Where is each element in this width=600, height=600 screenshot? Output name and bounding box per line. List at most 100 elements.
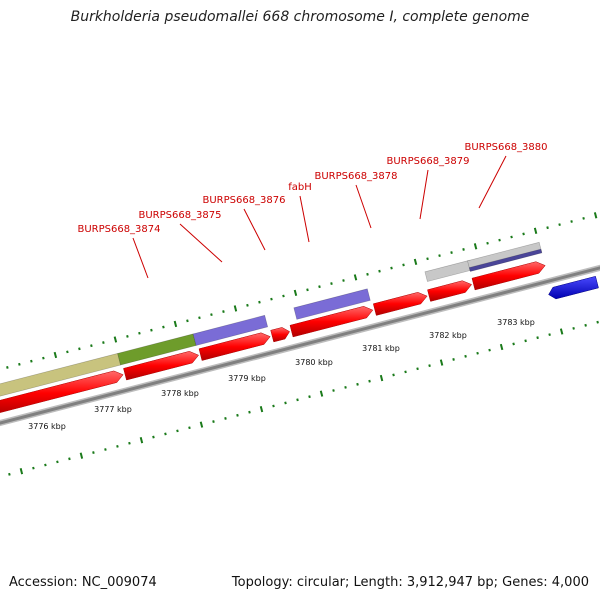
tick-lower-26 [319, 390, 324, 397]
tick-upper-3 [18, 362, 21, 366]
tick-upper-39 [450, 251, 453, 254]
tick-lower-36 [439, 359, 444, 366]
tick-lower-40 [488, 348, 491, 352]
tick-upper-33 [378, 269, 381, 273]
accession-label: Accession: NC_009074 [9, 575, 157, 590]
gene-label: BURPS668_3880 [464, 142, 547, 153]
gene-label: fabH [288, 182, 312, 193]
tick-lower-17 [212, 420, 215, 423]
tick-upper-10 [102, 341, 105, 344]
cds-arrow-5 [289, 306, 374, 338]
tick-marks [6, 212, 599, 476]
gene-label: BURPS668_3874 [77, 224, 160, 235]
tick-upper-30 [342, 279, 345, 282]
tick-lower-43 [524, 339, 527, 343]
tick-upper-21 [233, 305, 238, 312]
tick-upper-11 [113, 336, 118, 343]
tick-lower-48 [584, 323, 587, 327]
tick-lower-0 [8, 472, 11, 476]
feature-navy [468, 248, 543, 272]
tick-upper-47 [546, 226, 549, 230]
tick-lower-42 [512, 342, 515, 346]
tick-upper-38 [438, 254, 441, 258]
tick-lower-11 [139, 437, 144, 444]
tick-upper-49 [570, 220, 573, 223]
cds-arrows [0, 261, 599, 413]
tick-upper-42 [486, 241, 489, 245]
tick-lower-29 [356, 382, 359, 386]
tick-upper-36 [413, 258, 418, 266]
tick-upper-14 [150, 328, 153, 332]
tick-lower-28 [344, 385, 347, 389]
tick-upper-12 [126, 334, 129, 338]
tick-lower-2 [32, 466, 35, 470]
tick-lower-13 [164, 432, 167, 436]
gene-label: BURPS668_3879 [386, 156, 469, 167]
cds-arrow-8 [471, 261, 546, 291]
cds-arrow-3 [198, 332, 271, 361]
scale-label: 3783 kbp [497, 318, 535, 327]
tick-upper-46 [533, 227, 538, 234]
tick-upper-37 [426, 257, 429, 261]
leader-line-4 [299, 195, 310, 243]
tick-upper-19 [210, 313, 213, 317]
cds-reverse-arrow [548, 275, 599, 300]
scale-label: 3778 kbp [161, 389, 199, 398]
feature-purple-2 [293, 288, 371, 320]
gene-label: BURPS668_3876 [202, 195, 285, 206]
tick-lower-38 [464, 354, 467, 358]
tick-lower-23 [284, 401, 287, 405]
tick-lower-34 [416, 367, 419, 371]
tick-upper-44 [510, 235, 513, 239]
tick-upper-6 [53, 351, 58, 359]
leader-line-6 [419, 169, 429, 220]
tick-upper-2 [6, 366, 9, 369]
tick-upper-28 [318, 285, 321, 289]
tick-lower-1 [19, 468, 24, 475]
tick-upper-45 [522, 232, 525, 236]
tick-upper-31 [353, 274, 358, 281]
tick-lower-44 [536, 336, 539, 340]
cds-arrow-4 [270, 327, 290, 343]
tick-lower-25 [308, 395, 311, 399]
tick-upper-18 [198, 316, 201, 320]
tick-upper-35 [402, 263, 405, 267]
tick-lower-18 [224, 417, 227, 420]
tick-upper-22 [246, 303, 249, 307]
leader-line-3 [243, 208, 266, 251]
tick-upper-34 [390, 266, 393, 270]
scale-label: 3782 kbp [429, 331, 467, 340]
cds-arrow-7 [427, 280, 473, 302]
genome-summary: Topology: circular; Length: 3,912,947 bp… [231, 575, 589, 590]
tick-upper-15 [162, 325, 165, 329]
scale-label: 3777 kbp [94, 405, 132, 414]
tick-lower-22 [272, 404, 275, 408]
tick-lower-32 [392, 373, 395, 377]
backbone [0, 264, 600, 427]
tick-upper-40 [462, 248, 465, 251]
tick-upper-7 [66, 350, 69, 354]
tick-upper-50 [582, 216, 585, 220]
gene-label: BURPS668_3875 [138, 210, 221, 221]
leader-line-2 [179, 223, 223, 263]
tick-lower-8 [104, 448, 107, 451]
tick-upper-13 [138, 331, 141, 335]
tick-upper-29 [330, 282, 333, 286]
tick-lower-20 [248, 410, 251, 414]
tick-upper-26 [293, 289, 298, 297]
scale-labels: 3776 kbp 3777 kbp 3778 kbp 3779 kbp 3780 kbp… [28, 318, 535, 431]
tick-lower-4 [56, 460, 59, 464]
tick-lower-14 [176, 429, 179, 433]
scale-label: 3781 kbp [362, 344, 400, 353]
tick-upper-5 [42, 356, 45, 360]
tick-upper-43 [498, 238, 501, 242]
tick-lower-7 [92, 451, 95, 454]
tick-lower-31 [379, 374, 384, 382]
tick-upper-16 [173, 320, 178, 328]
tick-lower-41 [499, 343, 504, 351]
tick-lower-21 [259, 405, 264, 413]
feature-purple-1 [192, 314, 269, 346]
tick-upper-23 [258, 300, 261, 304]
leader-line-7 [478, 155, 507, 209]
